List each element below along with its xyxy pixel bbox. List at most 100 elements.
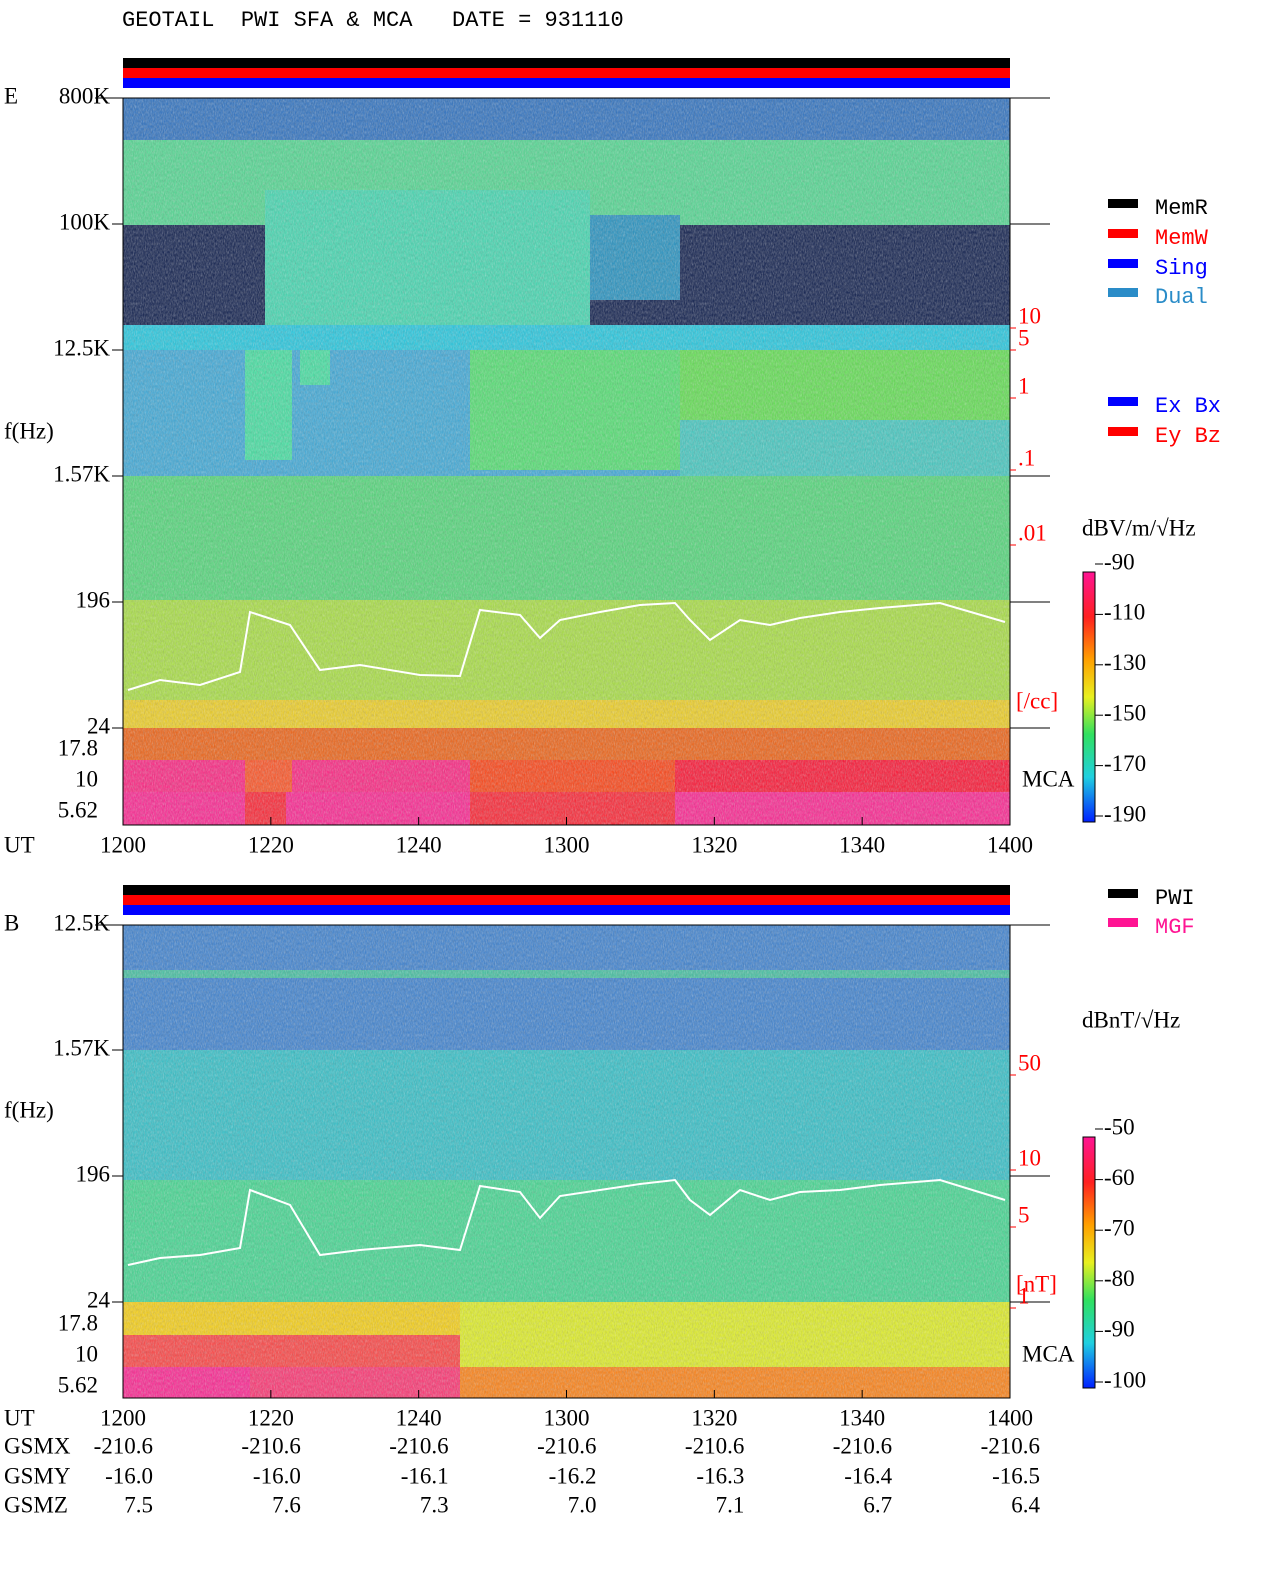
right-tick-label: 10 bbox=[1018, 1145, 1041, 1170]
x-tick-label: 1200 bbox=[100, 1405, 146, 1430]
colorbar-tick-label: -70 bbox=[1104, 1215, 1135, 1240]
colorbar-tick-label: -80 bbox=[1104, 1266, 1135, 1291]
x-tick-label: 1320 bbox=[691, 832, 737, 857]
y-axis-label: f(Hz) bbox=[4, 418, 54, 443]
component-label: B bbox=[4, 910, 19, 935]
ephemeris-value: 6.7 bbox=[863, 1492, 892, 1517]
right-axis-unit: [/cc] bbox=[1016, 688, 1058, 713]
colorbar-tick-label: -90 bbox=[1104, 1317, 1135, 1342]
colorbar-tick-label: -170 bbox=[1104, 751, 1146, 776]
right-tick-label: 5 bbox=[1018, 1202, 1030, 1227]
ephemeris-value: 7.1 bbox=[716, 1492, 745, 1517]
x-tick-label: 1320 bbox=[691, 1405, 737, 1430]
legend-label: Ex Bx bbox=[1155, 394, 1221, 419]
density-trace bbox=[127, 1178, 1006, 1266]
right-axis-unit: [nT] bbox=[1016, 1271, 1057, 1296]
y-tick-label: 24 bbox=[87, 713, 111, 738]
y-tick-label: 12.5K bbox=[53, 910, 110, 935]
legend-swatch bbox=[1108, 918, 1138, 927]
colorbar-tick-label: -130 bbox=[1104, 650, 1146, 675]
colorbar-tick-label: -60 bbox=[1104, 1165, 1135, 1190]
x-tick-label: 1340 bbox=[839, 832, 885, 857]
legend-swatch bbox=[1108, 427, 1138, 436]
ephemeris-label: GSMY bbox=[4, 1463, 71, 1488]
y-tick-label: 196 bbox=[76, 587, 111, 612]
y-tick-label: 800K bbox=[59, 83, 111, 108]
y-tick-label: 12.5K bbox=[53, 335, 110, 360]
mca-tick-label: 10 bbox=[75, 1341, 98, 1366]
x-tick-label: 1240 bbox=[396, 832, 442, 857]
y-tick-label: 24 bbox=[87, 1287, 111, 1312]
y-axis-label: f(Hz) bbox=[4, 1097, 54, 1122]
legend-label: MGF bbox=[1155, 915, 1195, 940]
right-tick-label: .1 bbox=[1018, 445, 1035, 470]
right-tick-label: .01 bbox=[1018, 520, 1047, 545]
mca-tick-label: 17.8 bbox=[58, 735, 98, 760]
right-tick-label: 1 bbox=[1018, 373, 1030, 398]
mca-label: MCA bbox=[1022, 766, 1075, 791]
legend-label: MemR bbox=[1155, 196, 1208, 221]
ephemeris-value: -16.2 bbox=[549, 1463, 597, 1488]
legend-swatch bbox=[1108, 889, 1138, 898]
ephemeris-value: -210.6 bbox=[833, 1433, 892, 1458]
ephemeris-value: 7.3 bbox=[420, 1492, 449, 1517]
colorbar-tick-label: -190 bbox=[1104, 801, 1146, 826]
ephemeris-value: -210.6 bbox=[537, 1433, 596, 1458]
ephemeris-value: -210.6 bbox=[389, 1433, 448, 1458]
status-strip bbox=[123, 885, 1010, 895]
status-strip bbox=[123, 905, 1010, 915]
legend-label: MemW bbox=[1155, 226, 1209, 251]
mca-tick-label: 17.8 bbox=[58, 1310, 98, 1335]
ephemeris-value: 7.6 bbox=[272, 1492, 301, 1517]
legend-label: Dual bbox=[1155, 285, 1208, 310]
ephemeris-value: 7.5 bbox=[124, 1492, 153, 1517]
x-tick-label: 1340 bbox=[839, 1405, 885, 1430]
ephemeris-value: 7.0 bbox=[568, 1492, 597, 1517]
colorbar-unit: dBV/m/√Hz bbox=[1082, 515, 1196, 540]
right-tick-label: 5 bbox=[1018, 325, 1030, 350]
legend-swatch bbox=[1108, 288, 1138, 297]
legend-swatch bbox=[1108, 199, 1138, 208]
x-tick-label: 1200 bbox=[100, 832, 146, 857]
x-tick-label: 1300 bbox=[544, 832, 590, 857]
y-tick-label: 1.57K bbox=[53, 461, 110, 486]
ephemeris-value: -210.6 bbox=[241, 1433, 300, 1458]
x-tick-label: 1400 bbox=[987, 832, 1033, 857]
ephemeris-value: -16.1 bbox=[401, 1463, 449, 1488]
legend-swatch bbox=[1108, 397, 1138, 406]
time-label: UT bbox=[4, 832, 35, 857]
mca-tick-label: 5.62 bbox=[58, 1372, 98, 1397]
status-strip bbox=[123, 895, 1010, 905]
y-tick-label: 196 bbox=[76, 1161, 111, 1186]
mca-tick-label: 10 bbox=[75, 766, 98, 791]
legend-swatch bbox=[1108, 259, 1138, 268]
status-strip bbox=[123, 58, 1010, 68]
status-strip bbox=[123, 78, 1010, 88]
y-tick-label: 100K bbox=[59, 209, 111, 234]
mca-tick-label: 5.62 bbox=[58, 797, 98, 822]
ephemeris-value: -16.3 bbox=[696, 1463, 744, 1488]
legend-swatch bbox=[1108, 229, 1138, 238]
component-label: E bbox=[4, 83, 18, 108]
ephemeris-value: -210.6 bbox=[685, 1433, 744, 1458]
ephemeris-value: -16.4 bbox=[844, 1463, 892, 1488]
spectrogram-texture bbox=[123, 98, 1010, 825]
colorbar-tick-label: -50 bbox=[1104, 1114, 1135, 1139]
ephemeris-value: -16.0 bbox=[253, 1463, 301, 1488]
ephemeris-value: -210.6 bbox=[94, 1433, 153, 1458]
x-tick-label: 1400 bbox=[987, 1405, 1033, 1430]
ephemeris-value: -16.0 bbox=[105, 1463, 153, 1488]
colorbar-tick-label: -90 bbox=[1104, 549, 1135, 574]
ephemeris-value: 6.4 bbox=[1011, 1492, 1040, 1517]
ephemeris-value: -16.5 bbox=[992, 1463, 1040, 1488]
ephemeris-value: -210.6 bbox=[981, 1433, 1040, 1458]
ephemeris-label: GSMZ bbox=[4, 1492, 68, 1517]
colorbar-tick-label: -150 bbox=[1104, 700, 1146, 725]
colorbar-unit: dBnT/√Hz bbox=[1082, 1007, 1180, 1032]
colorbar bbox=[1082, 1136, 1096, 1389]
spectrogram-texture bbox=[123, 925, 1010, 1398]
right-tick-label: 1 bbox=[1018, 1283, 1030, 1308]
colorbar bbox=[1082, 571, 1096, 823]
y-tick-label: 1.57K bbox=[53, 1035, 110, 1060]
